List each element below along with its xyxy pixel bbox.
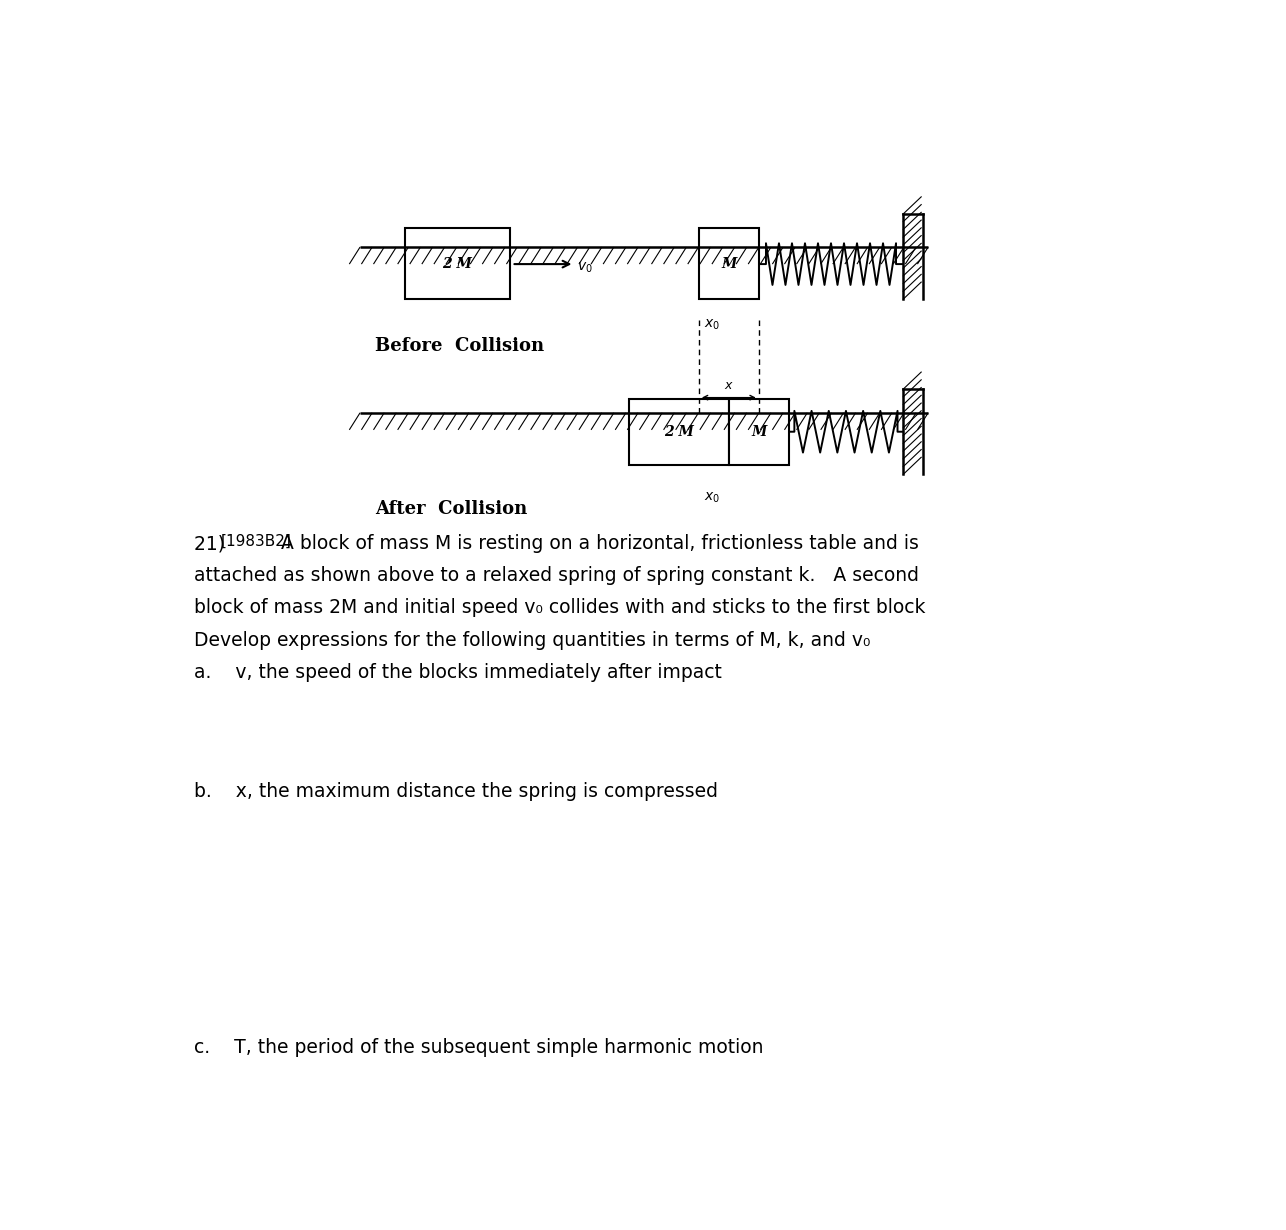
Text: attached as shown above to a relaxed spring of spring constant k.   A second: attached as shown above to a relaxed spr…	[194, 566, 918, 585]
Text: Develop expressions for the following quantities in terms of M, k, and v₀: Develop expressions for the following qu…	[194, 631, 871, 649]
Bar	[729, 399, 788, 465]
Text: M: M	[751, 424, 766, 439]
Text: 2 M: 2 M	[442, 257, 472, 271]
Text: $x_0$: $x_0$	[703, 491, 720, 504]
Text: $v_0$: $v_0$	[577, 261, 593, 276]
Bar	[629, 399, 729, 465]
Text: 2 M: 2 M	[664, 424, 694, 439]
Text: Before  Collision: Before Collision	[376, 337, 544, 355]
Bar	[700, 228, 759, 299]
Text: $x$: $x$	[724, 379, 734, 392]
Text: A block of mass M is resting on a horizontal, frictionless table and is: A block of mass M is resting on a horizo…	[275, 534, 919, 554]
Text: 21): 21)	[194, 534, 230, 554]
Text: block of mass 2M and initial speed v₀ collides with and sticks to the first bloc: block of mass 2M and initial speed v₀ co…	[194, 599, 925, 617]
Text: c.    T, the period of the subsequent simple harmonic motion: c. T, the period of the subsequent simpl…	[194, 1038, 763, 1057]
Text: b.    x, the maximum distance the spring is compressed: b. x, the maximum distance the spring is…	[194, 782, 718, 801]
Text: $x_0$: $x_0$	[703, 319, 720, 332]
Text: a.    v, the speed of the blocks immediately after impact: a. v, the speed of the blocks immediatel…	[194, 663, 721, 681]
Text: M: M	[721, 257, 737, 271]
Text: After  Collision: After Collision	[376, 501, 527, 518]
Bar	[405, 228, 509, 299]
Text: [1983B2]: [1983B2]	[221, 534, 292, 549]
